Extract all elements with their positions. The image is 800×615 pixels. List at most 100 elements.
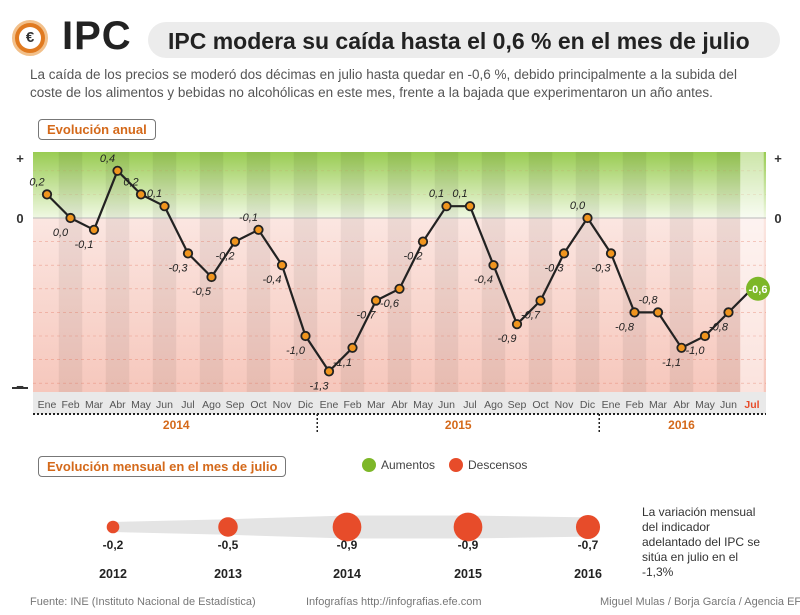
data-label: -1,0 [286, 345, 306, 357]
data-point [88, 224, 100, 235]
data-point [135, 189, 147, 200]
data-label: -1,1 [333, 357, 352, 369]
legend-descensos: Descensos [468, 458, 528, 472]
x-tick-label: Sep [508, 399, 527, 411]
monthly-value-label: -0,7 [578, 538, 599, 552]
monthly-bubble [218, 517, 238, 537]
x-tick-label: Mar [85, 399, 104, 411]
x-tick-label: May [695, 399, 716, 411]
data-point [206, 271, 217, 283]
data-label: -0,3 [545, 262, 565, 274]
x-tick-label: May [131, 399, 152, 411]
legend-aumentos-marker [362, 458, 376, 472]
monthly-year-label: 2012 [99, 567, 127, 581]
x-axis-band [33, 392, 766, 414]
data-label: -0,1 [75, 239, 94, 251]
footer-web: Infografías http://infografias.efe.com [306, 596, 482, 608]
x-tick-label: Dic [298, 399, 313, 411]
x-tick-label: Nov [273, 399, 292, 411]
data-label: -0,7 [357, 310, 377, 322]
data-point [582, 212, 593, 224]
data-label: 0,0 [570, 200, 586, 212]
data-label: -0,9 [498, 333, 517, 345]
year-label: 2016 [668, 418, 695, 432]
data-point [652, 307, 664, 318]
data-point [347, 342, 358, 353]
x-tick-label: Abr [391, 399, 408, 411]
annual-line-chart: +0−+0 0,20,0-0,10,40,20,1-0,3-0,5-0,2-0,… [12, 151, 782, 432]
y-tick-label: − [16, 379, 24, 394]
month-column [669, 152, 694, 392]
data-label: -0,4 [263, 274, 282, 286]
x-tick-label: Oct [532, 399, 548, 411]
month-column [58, 152, 83, 392]
data-point [159, 201, 170, 212]
data-point [464, 201, 476, 212]
data-point [723, 307, 734, 318]
data-label: -1,3 [310, 380, 330, 392]
data-point [229, 236, 241, 247]
footer-source: Fuente: INE (Instituto Nacional de Estad… [30, 596, 256, 608]
data-label: -0,1 [239, 212, 258, 224]
month-column [528, 152, 553, 392]
data-point [488, 260, 499, 271]
positive-zone [33, 152, 766, 218]
x-tick-label: Ago [484, 399, 503, 411]
x-tick-label: Jun [438, 399, 455, 411]
latest-point-label: -0,6 [749, 284, 768, 296]
data-point [558, 248, 570, 259]
headline-box [148, 22, 780, 58]
x-tick-label: Jul [181, 399, 194, 411]
y-tick-label-right: 0 [774, 211, 781, 226]
data-label: -0,7 [521, 310, 541, 322]
monthly-value-label: -0,9 [458, 538, 479, 552]
x-tick-label: Jun [720, 399, 737, 411]
x-tick-label: Jun [156, 399, 173, 411]
monthly-value-label: -0,9 [337, 538, 358, 552]
month-column [293, 152, 318, 392]
month-column [105, 152, 130, 392]
monthly-bubble [106, 520, 120, 534]
footer-credit: Miguel Mulas / Borja García / Agencia EF… [600, 596, 800, 608]
monthly-year-label: 2016 [574, 567, 602, 581]
monthly-bubble [575, 514, 601, 540]
monthly-note: La variación mensual del indicador adela… [642, 505, 761, 579]
y-tick-label: + [16, 151, 24, 166]
data-point [182, 248, 194, 259]
y-tick-label: 0 [16, 211, 23, 226]
month-column [716, 152, 741, 392]
negative-zone [33, 218, 766, 392]
data-point [441, 201, 452, 212]
data-label: -0,6 [380, 298, 400, 310]
brand-name: IPC [62, 14, 132, 58]
x-tick-label: Ago [202, 399, 221, 411]
x-tick-label: Jul [744, 399, 759, 411]
data-point [323, 366, 335, 377]
data-point [699, 330, 711, 342]
data-label: 0,1 [452, 188, 467, 200]
month-column [575, 152, 600, 392]
data-label: -0,4 [474, 274, 493, 286]
x-tick-label: Ene [38, 399, 57, 411]
month-column [387, 152, 412, 392]
monthly-bubble [332, 512, 362, 542]
data-point [300, 330, 311, 342]
monthly-bubble [453, 512, 483, 542]
data-label: 0,2 [29, 176, 44, 188]
month-column [622, 152, 647, 392]
data-point [276, 260, 288, 271]
data-label: 0,1 [429, 188, 444, 200]
data-point [676, 342, 687, 353]
month-column [152, 152, 177, 392]
data-point [41, 189, 53, 200]
data-point [394, 283, 405, 294]
year-label: 2015 [445, 418, 472, 432]
x-tick-label: Dic [580, 399, 595, 411]
month-column [481, 152, 506, 392]
monthly-value-label: -0,5 [218, 538, 239, 552]
monthly-bubble-chart: -0,2 2012 -0,5 2013 -0,9 2014 -0,9 2015 -0,7 2016 [99, 512, 602, 581]
data-label: -0,8 [615, 321, 635, 333]
latest-point [746, 276, 770, 301]
legend-descensos-marker [449, 458, 463, 472]
euro-icon: € [19, 27, 41, 49]
